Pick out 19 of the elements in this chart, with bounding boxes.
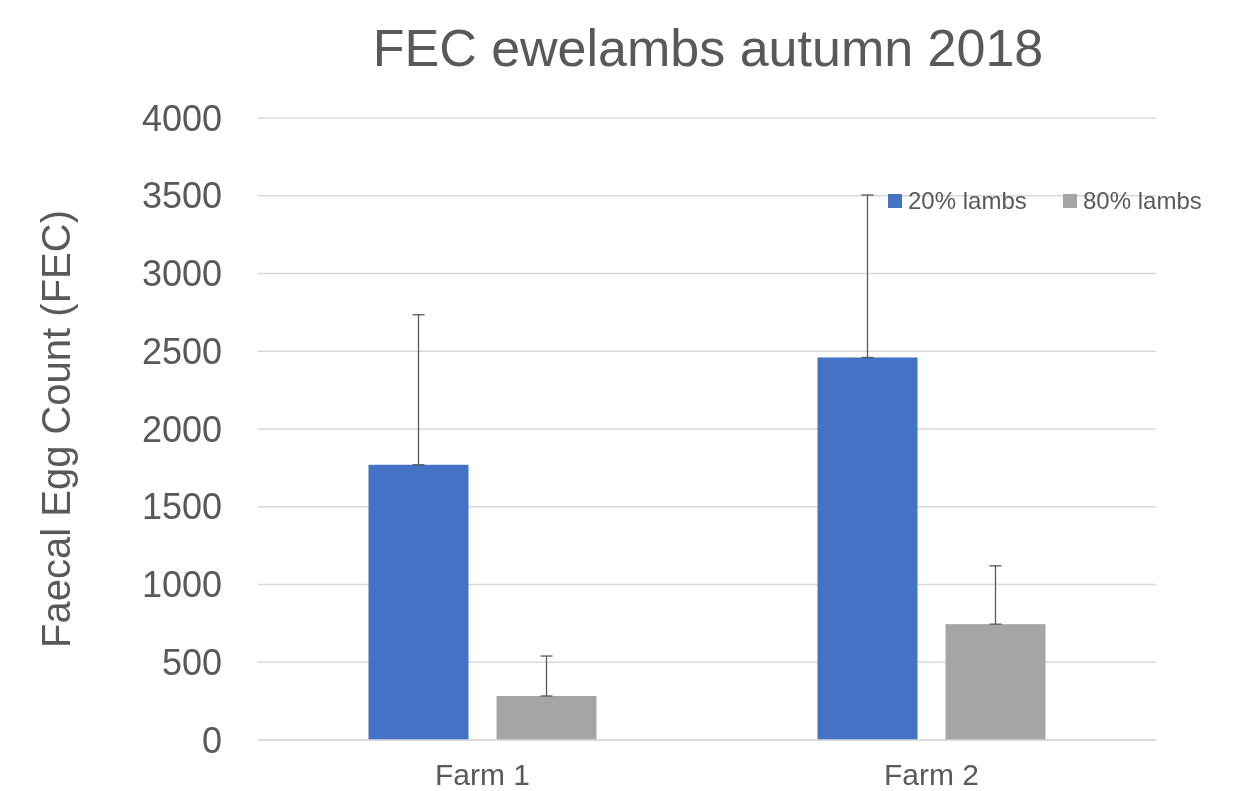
legend-label: 20% lambs (908, 187, 1027, 215)
x-tick-label: Farm 2 (883, 758, 980, 791)
y-axis-title: Faecal Egg Count (FEC) (34, 210, 78, 648)
y-tick-label: 500 (161, 641, 222, 683)
bar (368, 464, 469, 740)
bar (945, 624, 1046, 740)
y-tick-label: 2500 (141, 330, 222, 372)
chart-title: FEC ewelambs autumn 2018 (372, 19, 1044, 77)
y-tick-label: 1500 (141, 486, 222, 528)
y-tick-label: 4000 (141, 97, 222, 139)
y-tick-label: 0 (201, 719, 222, 761)
x-tick-label: Farm 1 (434, 758, 531, 791)
legend-label: 80% lambs (1083, 187, 1202, 215)
y-tick-label: 1000 (141, 564, 222, 606)
bar (817, 357, 918, 740)
y-tick-label: 3000 (141, 253, 222, 295)
y-tick-label: 3500 (141, 175, 222, 217)
y-tick-label: 2000 (141, 408, 222, 450)
bar (496, 695, 597, 740)
